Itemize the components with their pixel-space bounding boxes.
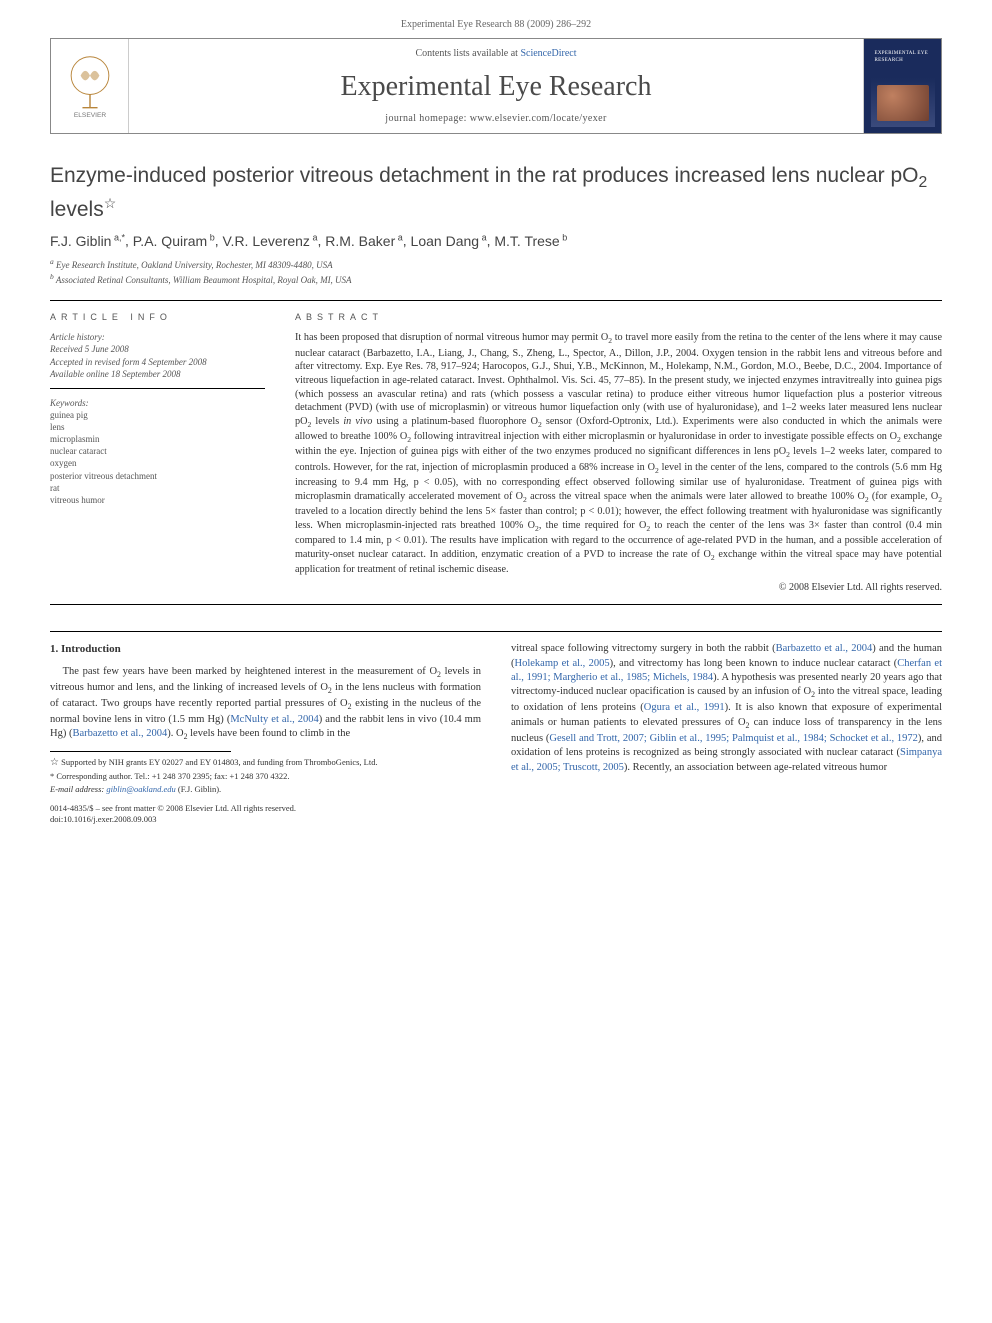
history-accepted: Accepted in revised form 4 September 200… xyxy=(50,356,265,368)
footnote-funding-text: Supported by NIH grants EY 02027 and EY … xyxy=(61,757,378,767)
keyword: vitreous humor xyxy=(50,494,265,506)
author-list: F.J. Giblin a,*, P.A. Quiram b, V.R. Lev… xyxy=(50,231,942,251)
affiliation: a Eye Research Institute, Oakland Univer… xyxy=(50,257,942,271)
body-column-left: 1. Introduction The past few years have … xyxy=(50,642,481,825)
corr-label: * Corresponding author. xyxy=(50,771,132,781)
contents-label: Contents lists available at xyxy=(415,48,517,59)
intro-para-cont: vitreal space following vitrectomy surge… xyxy=(511,642,942,775)
corr-tel: Tel.: +1 248 370 2395; fax: +1 248 370 4… xyxy=(134,771,289,781)
keyword: guinea pig xyxy=(50,409,265,421)
front-matter-line: 0014-4835/$ – see front matter © 2008 El… xyxy=(50,803,481,814)
homepage-label: journal homepage: xyxy=(385,113,467,124)
abstract-column: ABSTRACT It has been proposed that disru… xyxy=(295,311,942,594)
publisher-logo: ELSEVIER xyxy=(51,39,129,134)
article-info-column: ARTICLE INFO Article history: Received 5… xyxy=(50,311,265,594)
keyword: lens xyxy=(50,421,265,433)
keyword: rat xyxy=(50,482,265,494)
journal-cover-thumb: EXPERIMENTAL EYE RESEARCH xyxy=(863,39,941,134)
svg-text:ELSEVIER: ELSEVIER xyxy=(73,112,105,119)
info-abstract-row: ARTICLE INFO Article history: Received 5… xyxy=(50,300,942,594)
journal-homepage-line: journal homepage: www.elsevier.com/locat… xyxy=(133,112,859,126)
footnote-email: E-mail address: giblin@oakland.edu (F.J.… xyxy=(50,784,481,795)
footnotes: ☆ Supported by NIH grants EY 02027 and E… xyxy=(50,756,481,795)
title-text-post: levels xyxy=(50,198,104,221)
body-two-column: 1. Introduction The past few years have … xyxy=(50,631,942,825)
affiliation-list: a Eye Research Institute, Oakland Univer… xyxy=(50,257,942,286)
abstract-text: It has been proposed that disruption of … xyxy=(295,331,942,576)
elsevier-tree-icon: ELSEVIER xyxy=(60,53,120,119)
history-online: Available online 18 September 2008 xyxy=(50,368,265,380)
keyword: posterior vitreous detachment xyxy=(50,470,265,482)
intro-para-1: The past few years have been marked by h… xyxy=(50,665,481,743)
cover-thumb-title: EXPERIMENTAL EYE RESEARCH xyxy=(875,51,931,65)
journal-reference: Experimental Eye Research 88 (2009) 286–… xyxy=(50,18,942,32)
email-link[interactable]: giblin@oakland.edu xyxy=(106,784,175,794)
author: M.T. Trese b xyxy=(494,233,567,249)
title-footnote-star: ☆ xyxy=(104,195,117,211)
doi-block: 0014-4835/$ – see front matter © 2008 El… xyxy=(50,803,481,825)
keyword: microplasmin xyxy=(50,433,265,445)
doi-line: doi:10.1016/j.exer.2008.09.003 xyxy=(50,814,481,825)
article-history: Article history: Received 5 June 2008 Ac… xyxy=(50,331,265,389)
title-text-pre: Enzyme-induced posterior vitreous detach… xyxy=(50,164,918,187)
email-label: E-mail address: xyxy=(50,784,104,794)
author: R.M. Baker a xyxy=(325,233,403,249)
sciencedirect-link[interactable]: ScienceDirect xyxy=(520,48,576,59)
author: F.J. Giblin a,* xyxy=(50,233,125,249)
author: P.A. Quiram b xyxy=(133,233,215,249)
footnote-separator xyxy=(50,751,231,752)
abstract-label: ABSTRACT xyxy=(295,311,942,323)
article-title: Enzyme-induced posterior vitreous detach… xyxy=(50,162,942,223)
journal-name: Experimental Eye Research xyxy=(133,68,859,106)
email-paren: (F.J. Giblin). xyxy=(178,784,221,794)
footnote-funding: ☆ Supported by NIH grants EY 02027 and E… xyxy=(50,756,481,769)
abstract-copyright: © 2008 Elsevier Ltd. All rights reserved… xyxy=(295,581,942,595)
author: Loan Dang a xyxy=(411,233,487,249)
title-sub: 2 xyxy=(918,174,927,191)
intro-heading: 1. Introduction xyxy=(50,642,481,657)
footnote-corresponding: * Corresponding author. Tel.: +1 248 370… xyxy=(50,771,481,782)
affiliation: b Associated Retinal Consultants, Willia… xyxy=(50,272,942,286)
homepage-url[interactable]: www.elsevier.com/locate/yexer xyxy=(470,113,607,124)
history-received: Received 5 June 2008 xyxy=(50,343,265,355)
author: V.R. Leverenz a xyxy=(223,233,318,249)
keywords-block: Keywords: guinea piglensmicroplasminnucl… xyxy=(50,397,265,506)
article-info-label: ARTICLE INFO xyxy=(50,311,265,323)
history-label: Article history: xyxy=(50,331,265,343)
masthead: ELSEVIER Contents lists available at Sci… xyxy=(50,38,942,135)
masthead-center: Contents lists available at ScienceDirec… xyxy=(129,39,863,134)
keywords-label: Keywords: xyxy=(50,397,265,409)
abstract-bottom-rule xyxy=(50,604,942,605)
contents-available-line: Contents lists available at ScienceDirec… xyxy=(133,47,859,61)
keyword: nuclear cataract xyxy=(50,445,265,457)
body-column-right: vitreal space following vitrectomy surge… xyxy=(511,642,942,825)
cover-thumb-image xyxy=(877,85,929,121)
keyword: oxygen xyxy=(50,457,265,469)
